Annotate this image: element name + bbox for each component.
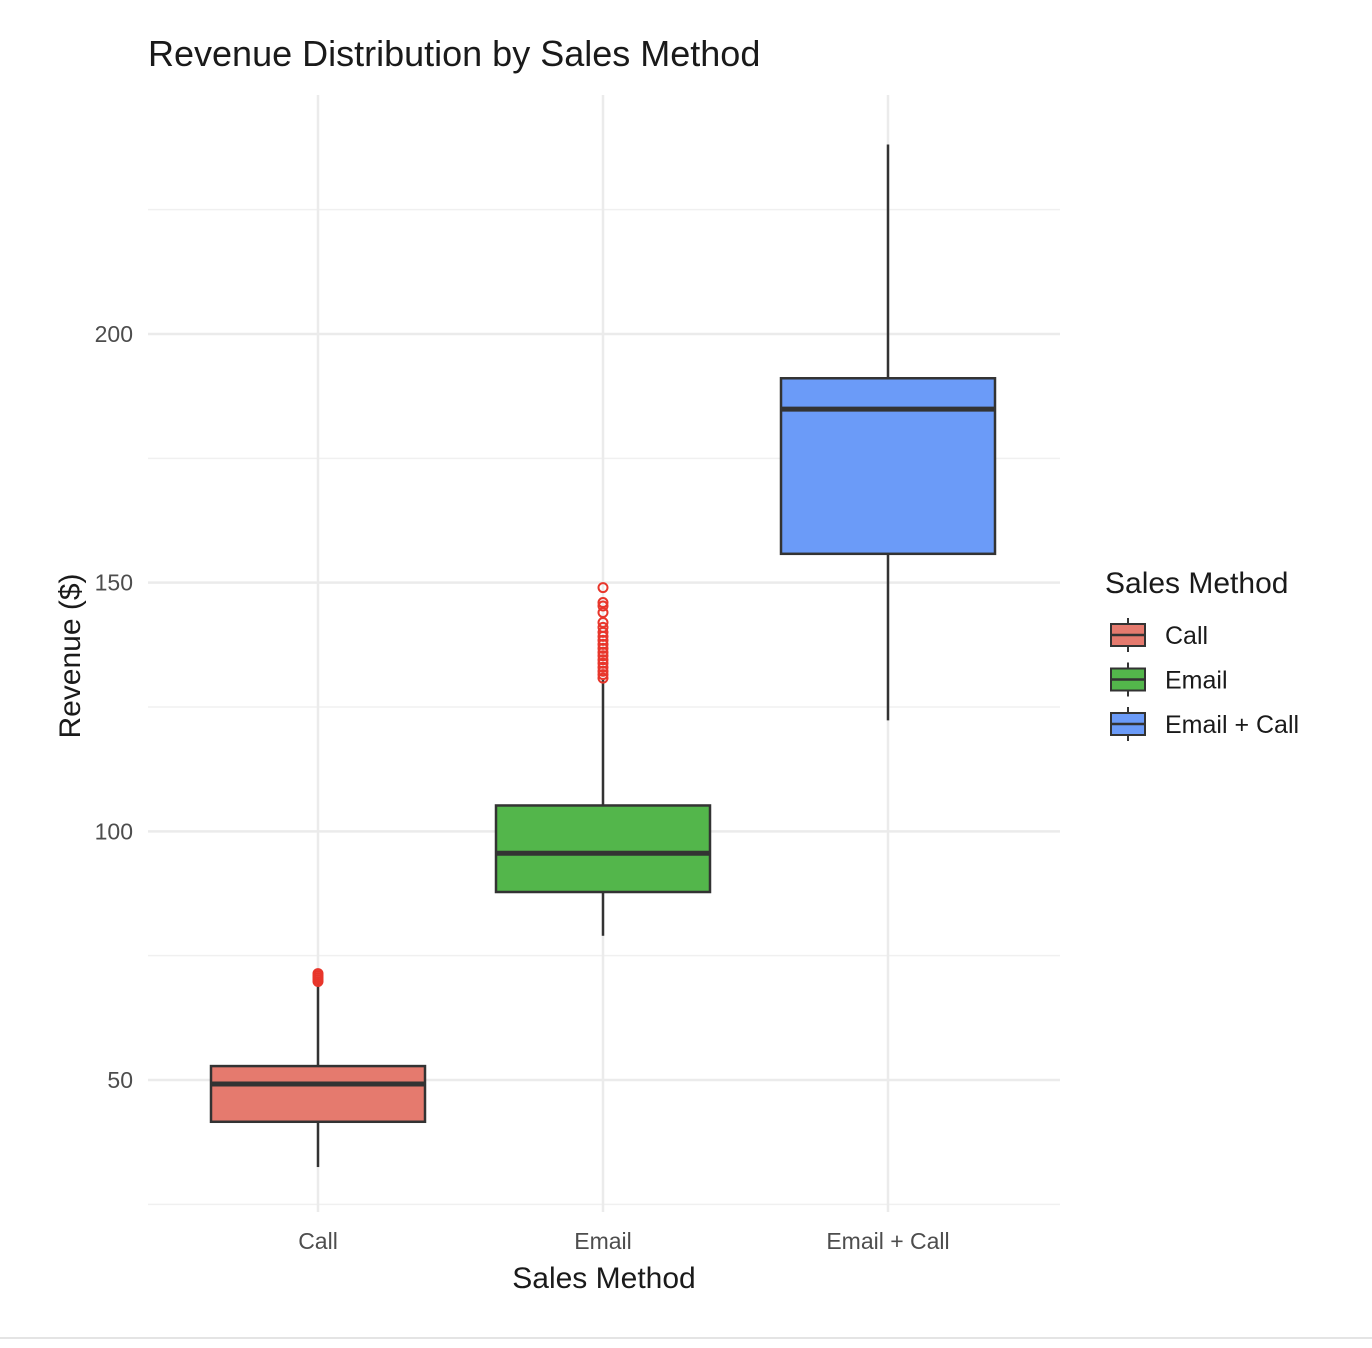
box-iqr [779,377,997,556]
outlier-point [597,597,609,609]
legend-label: Email + Call [1165,711,1299,739]
outlier-point [597,634,609,646]
outlier-point [597,646,609,658]
outlier-point [312,968,324,980]
box-email-call [779,144,997,721]
y-tick-label: 150 [95,570,133,596]
legend-label: Call [1165,622,1208,650]
legend-item: Email + Call [1110,707,1299,741]
legend-item: Call [1110,618,1208,652]
outlier-point [597,654,609,666]
x-tick-label: Email [574,1228,632,1254]
outlier-point [597,650,609,662]
outlier-point [597,621,609,633]
outlier-point [597,642,609,654]
x-axis-title: Sales Method [512,1262,695,1295]
legend: Sales Method Call Email Email + Call [1105,567,1299,741]
outlier-point [597,600,609,612]
outlier-point [597,661,609,673]
box-iqr [494,804,712,894]
y-tick-label: 100 [95,818,133,844]
chart-title: Revenue Distribution by Sales Method [148,33,760,74]
axis-ticks: 50 100 150 200 Call Email Email + Call [95,321,950,1254]
y-tick-label: 200 [95,321,133,347]
legend-item: Email [1110,662,1228,697]
outlier-point [597,638,609,650]
box-email [494,582,712,936]
box-iqr [209,1064,427,1124]
outlier-point [597,657,609,669]
y-axis-title: Revenue ($) [54,573,87,738]
y-tick-label: 50 [107,1067,133,1093]
outlier-point [597,665,609,677]
outlier-point [597,582,609,594]
x-tick-label: Email + Call [826,1228,949,1254]
x-tick-label: Call [298,1228,338,1254]
outlier-point [597,672,609,684]
bottom-divider [0,1337,1372,1339]
legend-label: Email [1165,667,1228,695]
boxes [209,144,997,1168]
legend-title: Sales Method [1105,567,1288,600]
outlier-point [597,669,609,681]
box-call [209,968,427,1168]
